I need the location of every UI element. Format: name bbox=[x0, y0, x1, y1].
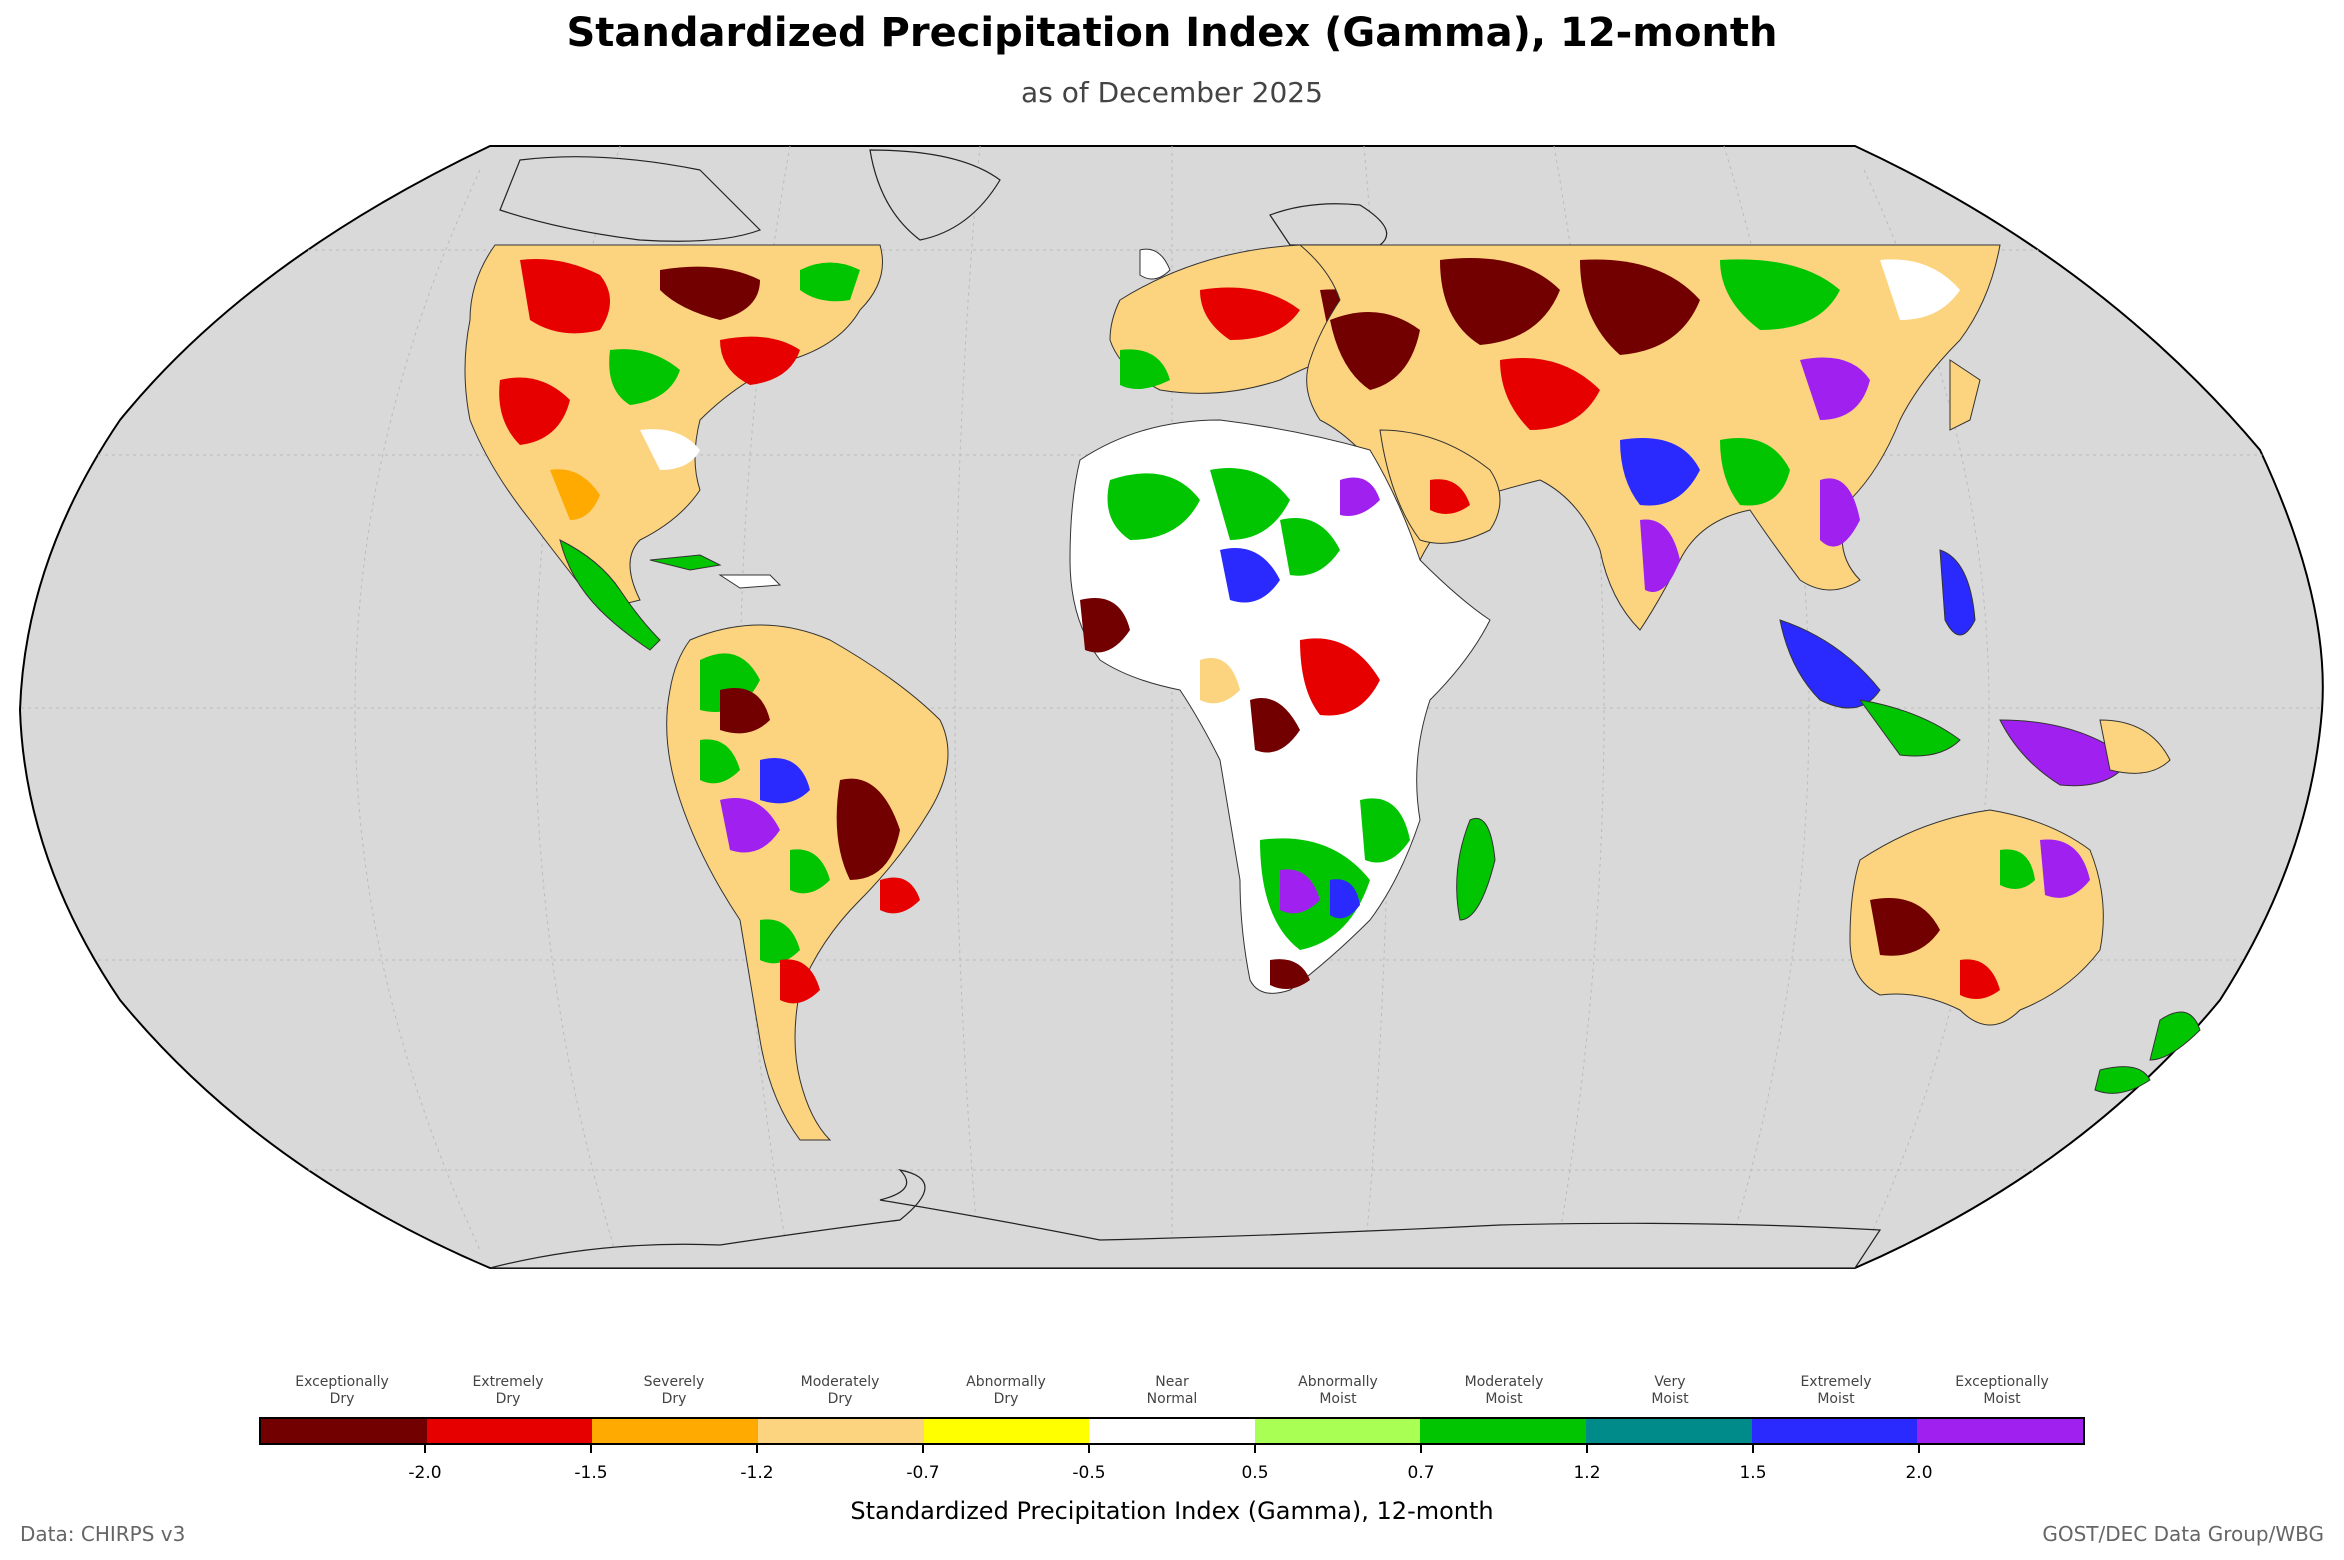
colorbar-tick-mark bbox=[756, 1445, 758, 1453]
colorbar-tick-label: -1.5 bbox=[574, 1463, 608, 1483]
class-label: Near Normal bbox=[1146, 1374, 1198, 1407]
colorbar-segment bbox=[757, 1419, 924, 1443]
colorbar-tick-mark bbox=[1752, 1445, 1754, 1453]
colorbar-tick-label: -1.2 bbox=[740, 1463, 774, 1483]
colorbar-tick-label: -0.5 bbox=[1072, 1463, 1106, 1483]
colorbar-segment bbox=[1586, 1419, 1752, 1443]
colorbar-tick-mark bbox=[590, 1445, 592, 1453]
colorbar-tick-mark bbox=[1254, 1445, 1256, 1453]
colorbar-tick-label: -0.7 bbox=[906, 1463, 940, 1483]
colorbar-segment bbox=[426, 1419, 593, 1443]
colorbar-segment bbox=[592, 1419, 758, 1443]
class-label: Extremely Dry bbox=[472, 1374, 544, 1407]
class-label: Extremely Moist bbox=[1800, 1374, 1872, 1407]
colorbar-tick-mark bbox=[424, 1445, 426, 1453]
africa-landmass bbox=[1069, 419, 1496, 994]
class-label: Moderately Moist bbox=[1464, 1374, 1544, 1407]
south-america-landmass bbox=[666, 624, 949, 1141]
north-america-landmass bbox=[464, 244, 883, 651]
colorbar-tick-label: -2.0 bbox=[408, 1463, 442, 1483]
class-label: Exceptionally Dry bbox=[295, 1374, 389, 1407]
colorbar-tick-label: 1.5 bbox=[1739, 1463, 1767, 1483]
colorbar-tick-mark bbox=[1088, 1445, 1090, 1453]
class-label: Severely Dry bbox=[643, 1374, 705, 1407]
colorbar-ticks: -2.0 -1.5 -1.2 -0.7 -0.5 0.5 0.7 1.2 1.5 2.0 bbox=[259, 1445, 2085, 1485]
class-label: Abnormally Dry bbox=[966, 1374, 1046, 1407]
class-label: Abnormally Moist bbox=[1298, 1374, 1378, 1407]
colorbar-segment bbox=[261, 1419, 427, 1443]
class-label: Very Moist bbox=[1651, 1374, 1689, 1407]
colorbar-tick-label: 0.7 bbox=[1407, 1463, 1435, 1483]
antarctica-landmass bbox=[489, 1169, 1882, 1269]
colorbar-tick-label: 2.0 bbox=[1905, 1463, 1933, 1483]
colorbar-segment bbox=[1089, 1419, 1255, 1443]
colorbar-segment bbox=[1751, 1419, 1918, 1443]
colorbar-segment bbox=[923, 1419, 1090, 1443]
data-source: Data: CHIRPS v3 bbox=[20, 1522, 186, 1546]
colorbar-class-labels: Exceptionally Dry Extremely Dry Severely… bbox=[259, 1374, 2085, 1414]
colorbar-tick-mark bbox=[922, 1445, 924, 1453]
australia-landmass bbox=[1849, 719, 2201, 1094]
colorbar-tick-mark bbox=[1586, 1445, 1588, 1453]
colorbar-tick-label: 0.5 bbox=[1241, 1463, 1269, 1483]
class-label: Moderately Dry bbox=[800, 1374, 880, 1407]
world-map bbox=[18, 145, 2324, 1269]
colorbar-tick-mark bbox=[1918, 1445, 1920, 1453]
credit: GOST/DEC Data Group/WBG bbox=[2042, 1522, 2324, 1546]
colorbar-axis-label: Standardized Precipitation Index (Gamma)… bbox=[850, 1497, 1494, 1525]
colorbar-tick-mark bbox=[1420, 1445, 1422, 1453]
arctic-lands bbox=[499, 149, 1388, 246]
colorbar-segment bbox=[1420, 1419, 1587, 1443]
map-title: Standardized Precipitation Index (Gamma)… bbox=[566, 10, 1778, 56]
colorbar-tick-label: 1.2 bbox=[1573, 1463, 1601, 1483]
asia-landmass bbox=[1298, 244, 2131, 787]
class-label: Exceptionally Moist bbox=[1955, 1374, 2049, 1407]
map-subtitle: as of December 2025 bbox=[1021, 76, 1323, 109]
colorbar-segment bbox=[1917, 1419, 2084, 1443]
colorbar bbox=[259, 1417, 2085, 1445]
colorbar-segment bbox=[1254, 1419, 1421, 1443]
